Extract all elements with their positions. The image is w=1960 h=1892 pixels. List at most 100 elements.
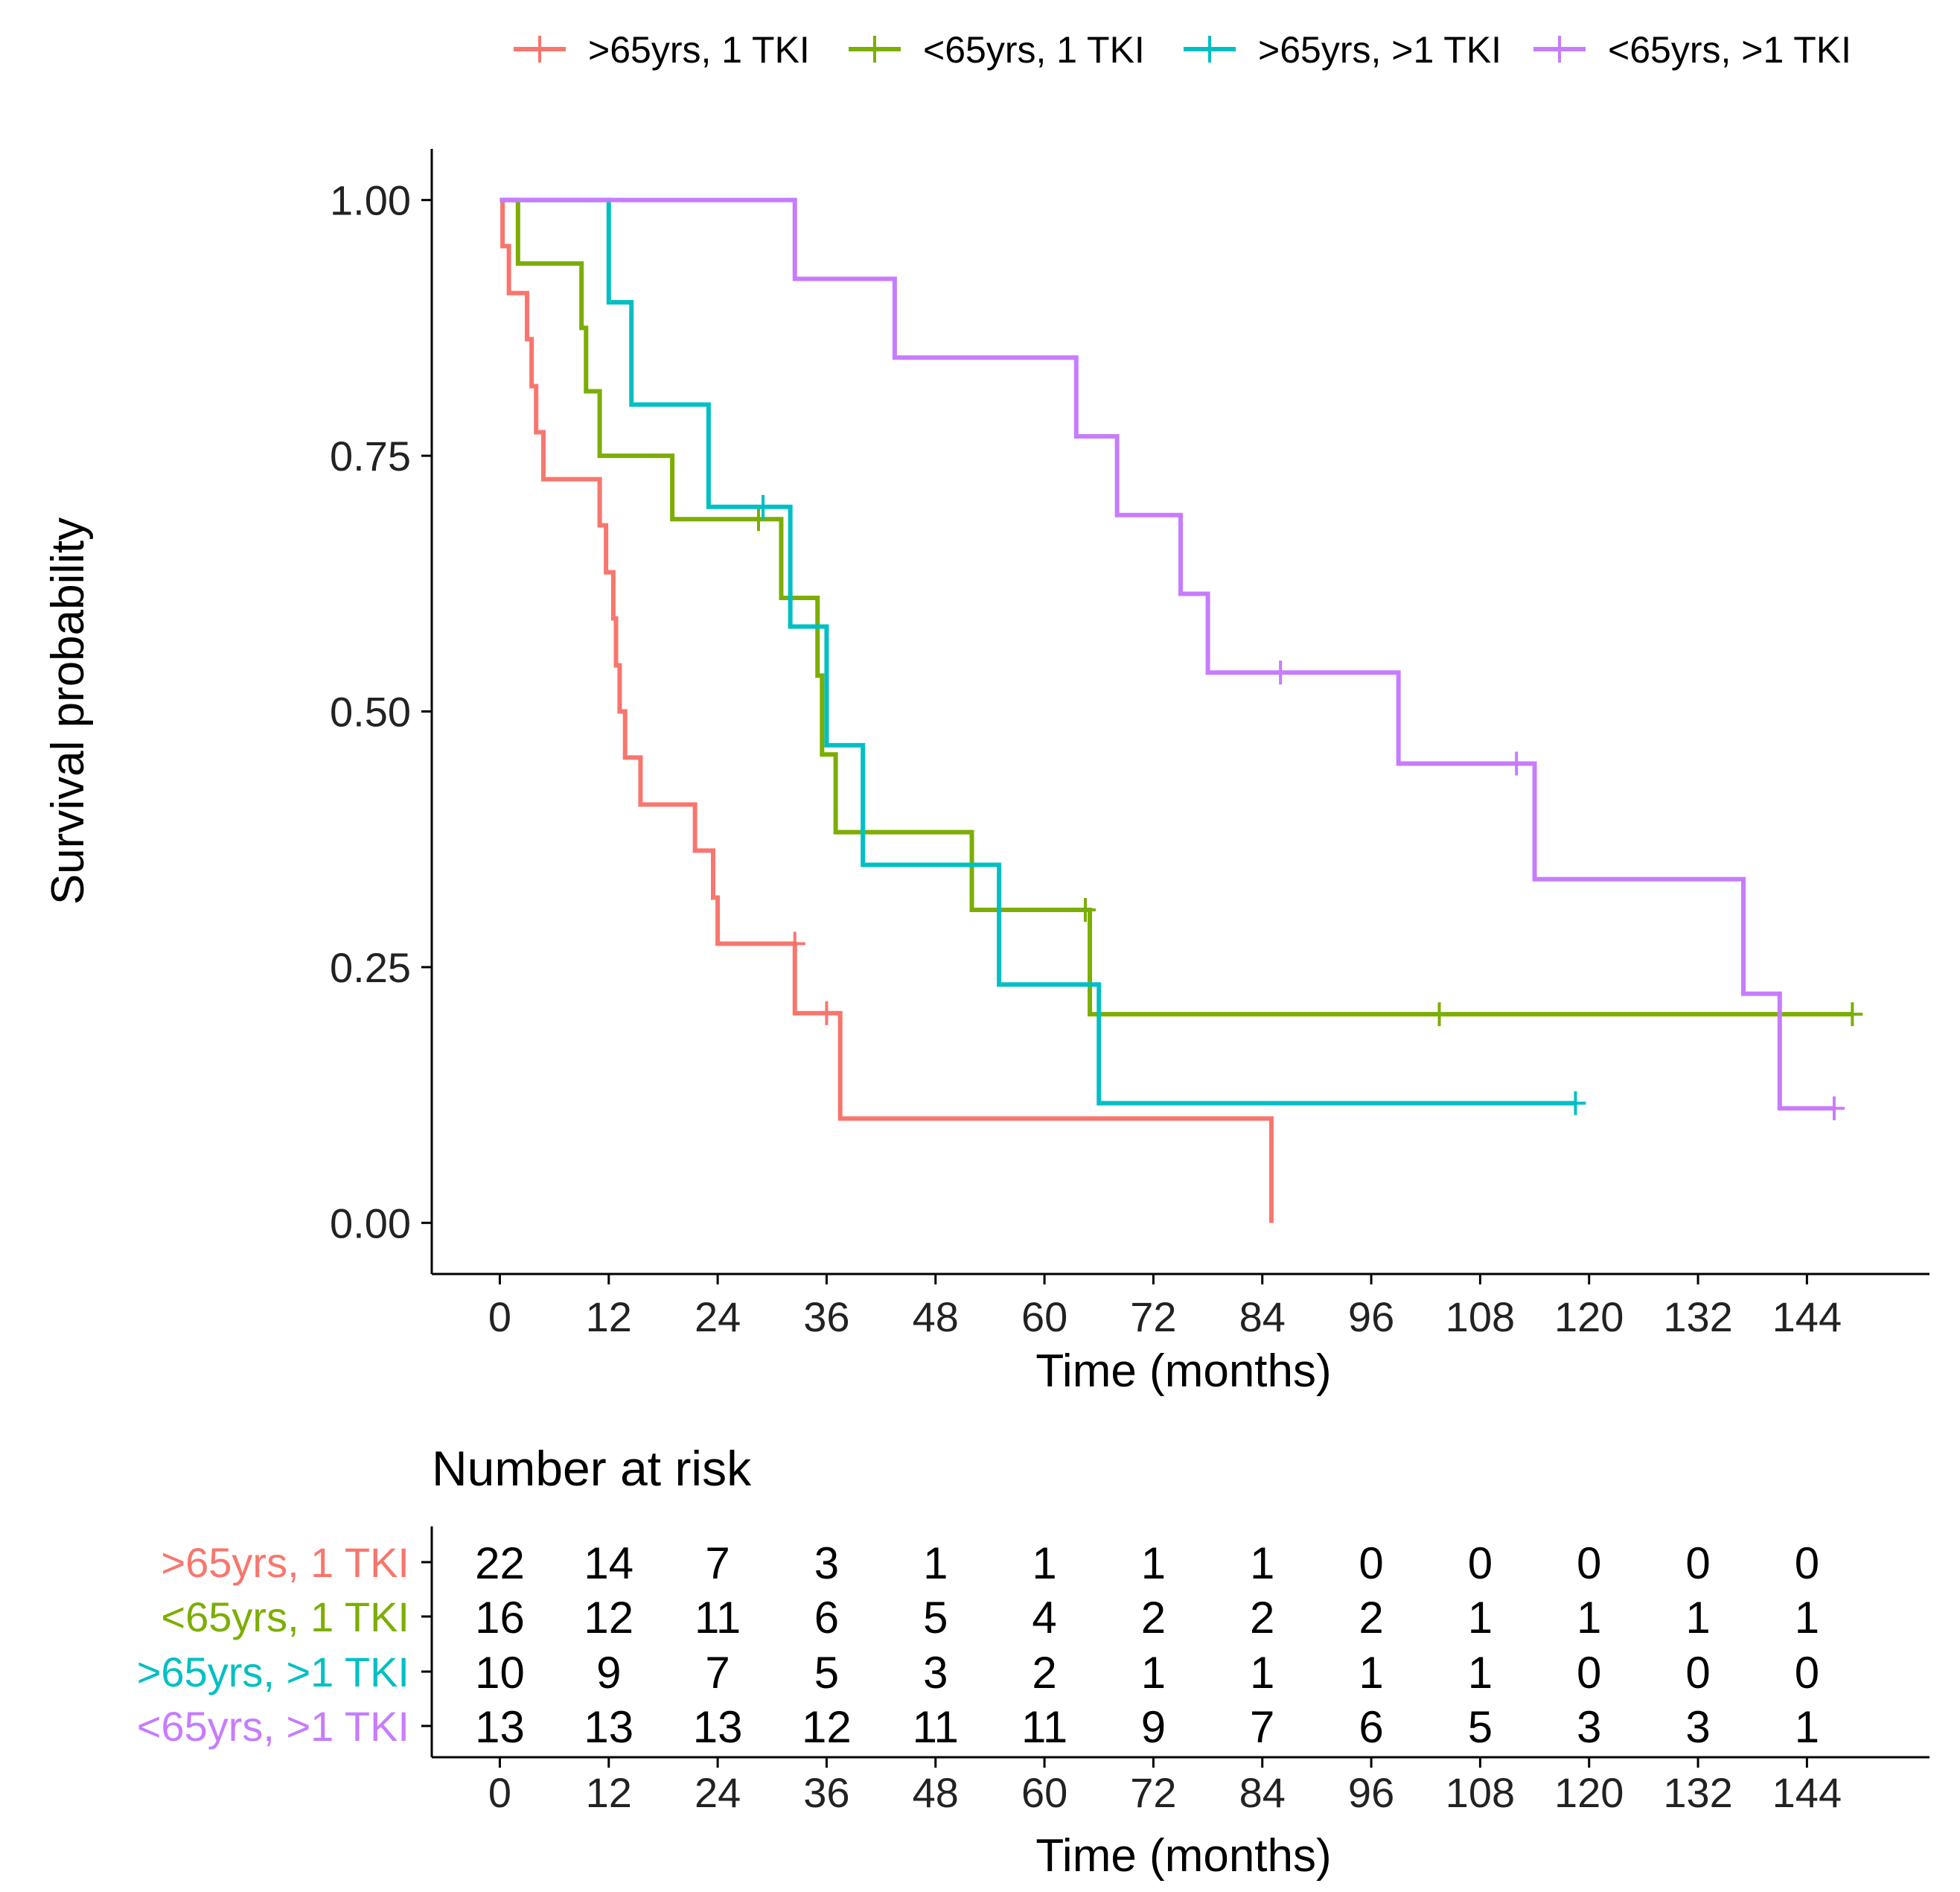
x-tick-label: 36 (803, 1293, 849, 1340)
risk-count: 13 (584, 1702, 633, 1752)
x-tick-label: 84 (1239, 1293, 1286, 1340)
censor-mark (747, 507, 769, 532)
risk-count: 7 (705, 1648, 730, 1698)
risk-count: 0 (1795, 1538, 1819, 1588)
risk-count: 2 (1250, 1593, 1274, 1643)
risk-count: 7 (1250, 1702, 1274, 1752)
risk-x-tick-label: 144 (1772, 1769, 1842, 1816)
risk-row-lt-65yrs-gt-1-tki: <65yrs, >1 TKI 13 13 13 12 11 11 9 7 6 5 3 3 1 (137, 1702, 1819, 1752)
risk-x-tick-label: 36 (803, 1769, 849, 1816)
censor-mark (1823, 1096, 1845, 1121)
risk-row-label: <65yrs, >1 TKI (137, 1703, 409, 1750)
y-tick-label: 0.75 (330, 433, 411, 480)
legend-label: >65yrs, >1 TKI (1258, 29, 1501, 71)
risk-x-tick-label: 60 (1021, 1769, 1067, 1816)
risk-count: 11 (913, 1702, 959, 1752)
survival-curve (499, 197, 1834, 1111)
risk-x-tick-label: 12 (586, 1769, 632, 1816)
risk-count: 0 (1468, 1538, 1493, 1588)
legend-label: <65yrs, 1 TKI (923, 29, 1145, 71)
risk-count: 3 (1685, 1702, 1710, 1752)
legend-label: <65yrs, >1 TKI (1608, 29, 1851, 71)
legend-item-gt-65yrs-1-tki: >65yrs, 1 TKI (514, 29, 810, 71)
risk-count: 1 (1577, 1593, 1601, 1643)
risk-count: 0 (1685, 1648, 1710, 1698)
risk-count: 6 (814, 1593, 839, 1643)
risk-table-rows: >65yrs, 1 TKI 22 14 7 3 1 1 1 1 0 0 0 0 0<65yrs, 1 TK… (137, 1538, 1819, 1752)
risk-count: 13 (693, 1702, 743, 1752)
risk-x-tick-label: 120 (1554, 1769, 1624, 1816)
risk-x-tick-label: 84 (1239, 1769, 1286, 1816)
y-tick-label: 0.50 (330, 689, 411, 736)
x-tick-label: 108 (1446, 1293, 1515, 1340)
risk-count: 1 (1141, 1538, 1166, 1588)
y-axis-title: Survival probability (42, 517, 94, 905)
censor-mark (1565, 1091, 1586, 1115)
x-tick-label: 0 (488, 1293, 511, 1340)
risk-count: 1 (923, 1538, 948, 1588)
risk-x-axis-ticks: 0 12 24 36 48 60 72 84 96 108 120 132 144 (488, 1757, 1842, 1816)
censor-mark (1428, 1002, 1450, 1027)
risk-count: 0 (1359, 1538, 1383, 1588)
y-tick-label: 0.25 (330, 944, 411, 991)
risk-count: 1 (1795, 1593, 1819, 1643)
legend-item-lt-65yrs-gt-1-tki: <65yrs, >1 TKI (1533, 29, 1851, 71)
x-tick-label: 72 (1130, 1293, 1176, 1340)
risk-x-tick-label: 48 (913, 1769, 959, 1816)
censor-mark (784, 931, 805, 956)
censor-mark (1506, 751, 1528, 776)
risk-count: 13 (475, 1702, 525, 1752)
risk-count: 2 (1141, 1593, 1166, 1643)
risk-row-label: >65yrs, 1 TKI (161, 1539, 409, 1586)
risk-count: 22 (475, 1538, 525, 1588)
risk-x-axis-title: Time (months) (1035, 1830, 1331, 1882)
risk-count: 1 (1468, 1648, 1493, 1698)
risk-count: 10 (475, 1648, 525, 1698)
risk-count: 1 (1250, 1648, 1274, 1698)
risk-count: 2 (1032, 1648, 1056, 1698)
risk-count: 1 (1359, 1648, 1383, 1698)
risk-count: 0 (1577, 1648, 1601, 1698)
x-tick-label: 96 (1348, 1293, 1394, 1340)
risk-row-lt-65yrs-1-tki: <65yrs, 1 TKI 16 12 11 6 5 4 2 2 2 1 1 1 1 (161, 1593, 1819, 1643)
risk-count: 1 (1685, 1593, 1710, 1643)
x-axis-title: Time (months) (1035, 1345, 1331, 1397)
risk-count: 7 (705, 1538, 730, 1588)
risk-count: 9 (1141, 1702, 1166, 1752)
risk-row-label: >65yrs, >1 TKI (137, 1649, 409, 1695)
risk-count: 1 (1032, 1538, 1056, 1588)
risk-count: 1 (1141, 1648, 1166, 1698)
censor-mark (753, 494, 774, 519)
series-gt-65yrs-1-tki (499, 197, 1274, 1223)
censor-mark (1270, 660, 1292, 685)
risk-count: 11 (1021, 1702, 1067, 1752)
legend-item-lt-65yrs-1-tki: <65yrs, 1 TKI (849, 29, 1145, 71)
risk-count: 3 (1577, 1702, 1601, 1752)
survival-curves (499, 197, 1863, 1223)
y-tick-label: 0.00 (330, 1200, 411, 1246)
risk-count: 3 (814, 1538, 839, 1588)
risk-count: 4 (1032, 1593, 1056, 1643)
risk-count: 14 (584, 1538, 633, 1588)
risk-row-gt-65yrs-gt-1-tki: >65yrs, >1 TKI 10 9 7 5 3 2 1 1 1 1 0 0 0 (137, 1648, 1819, 1698)
survival-curve (499, 197, 1853, 1017)
y-axis-ticks: 0.00 0.25 0.50 0.75 1.00 (330, 177, 432, 1246)
legend: >65yrs, 1 TKI <65yrs, 1 TKI >65yrs, >1 TKI… (514, 29, 1851, 71)
km-plot: 0.00 0.25 0.50 0.75 1.00 0 12 24 36 48 60 72 84 96 10… (42, 149, 1929, 1397)
risk-count: 2 (1359, 1593, 1383, 1643)
y-tick-label: 1.00 (330, 177, 411, 224)
risk-x-tick-label: 0 (488, 1769, 511, 1816)
risk-x-tick-label: 132 (1663, 1769, 1732, 1816)
risk-x-tick-label: 96 (1348, 1769, 1394, 1816)
risk-count: 5 (1468, 1702, 1493, 1752)
risk-x-tick-label: 24 (695, 1769, 741, 1816)
x-tick-label: 144 (1772, 1293, 1842, 1340)
legend-item-gt-65yrs-gt-1-tki: >65yrs, >1 TKI (1184, 29, 1501, 71)
series-gt-65yrs-gt-1-tki (499, 197, 1586, 1115)
x-tick-label: 132 (1663, 1293, 1732, 1340)
x-tick-label: 12 (586, 1293, 632, 1340)
risk-table-title: Number at risk (432, 1441, 752, 1496)
x-tick-label: 48 (913, 1293, 959, 1340)
risk-count: 1 (1795, 1702, 1819, 1752)
survival-curve (499, 197, 1274, 1223)
